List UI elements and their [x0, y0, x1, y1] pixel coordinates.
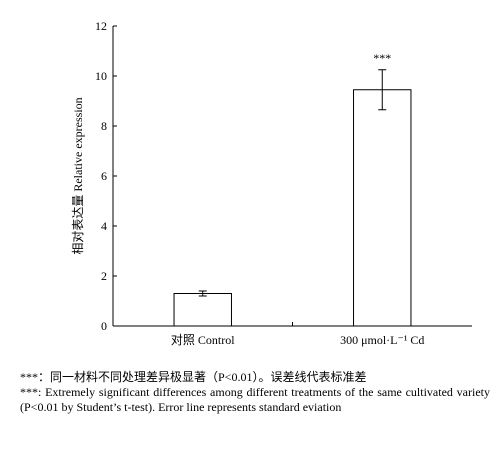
- y-tick-label: 4: [101, 219, 107, 233]
- y-tick-label: 10: [95, 69, 107, 83]
- y-tick-label: 12: [95, 19, 107, 33]
- bar: [173, 293, 232, 327]
- y-tick-label: 6: [101, 169, 107, 183]
- y-tick-label: 0: [101, 319, 107, 333]
- y-tick-label: 2: [101, 269, 107, 283]
- y-axis-label: 相对表达量 Relative expression: [71, 97, 85, 254]
- bar: [353, 89, 412, 327]
- caption-zh: ***：同一材料不同处理差异极显著（P<0.01）。误差线代表标准差: [20, 370, 367, 384]
- chart: 相对表达量 Relative expression 0 2 4 6 8 10 12 对照 Co…: [71, 19, 472, 347]
- caption: ***：同一材料不同处理差异极显著（P<0.01）。误差线代表标准差 ***: …: [20, 370, 490, 415]
- caption-en: ***: Extremely significant differences a…: [20, 385, 490, 414]
- error-bar: [198, 290, 207, 297]
- x-tick-label: 对照 Control: [171, 333, 235, 347]
- x-tick-label: 300 μmol·L⁻¹ Cd: [340, 333, 424, 347]
- y-tick-label: 8: [101, 119, 107, 133]
- error-bar: [378, 69, 387, 111]
- annotation: ***: [373, 51, 391, 65]
